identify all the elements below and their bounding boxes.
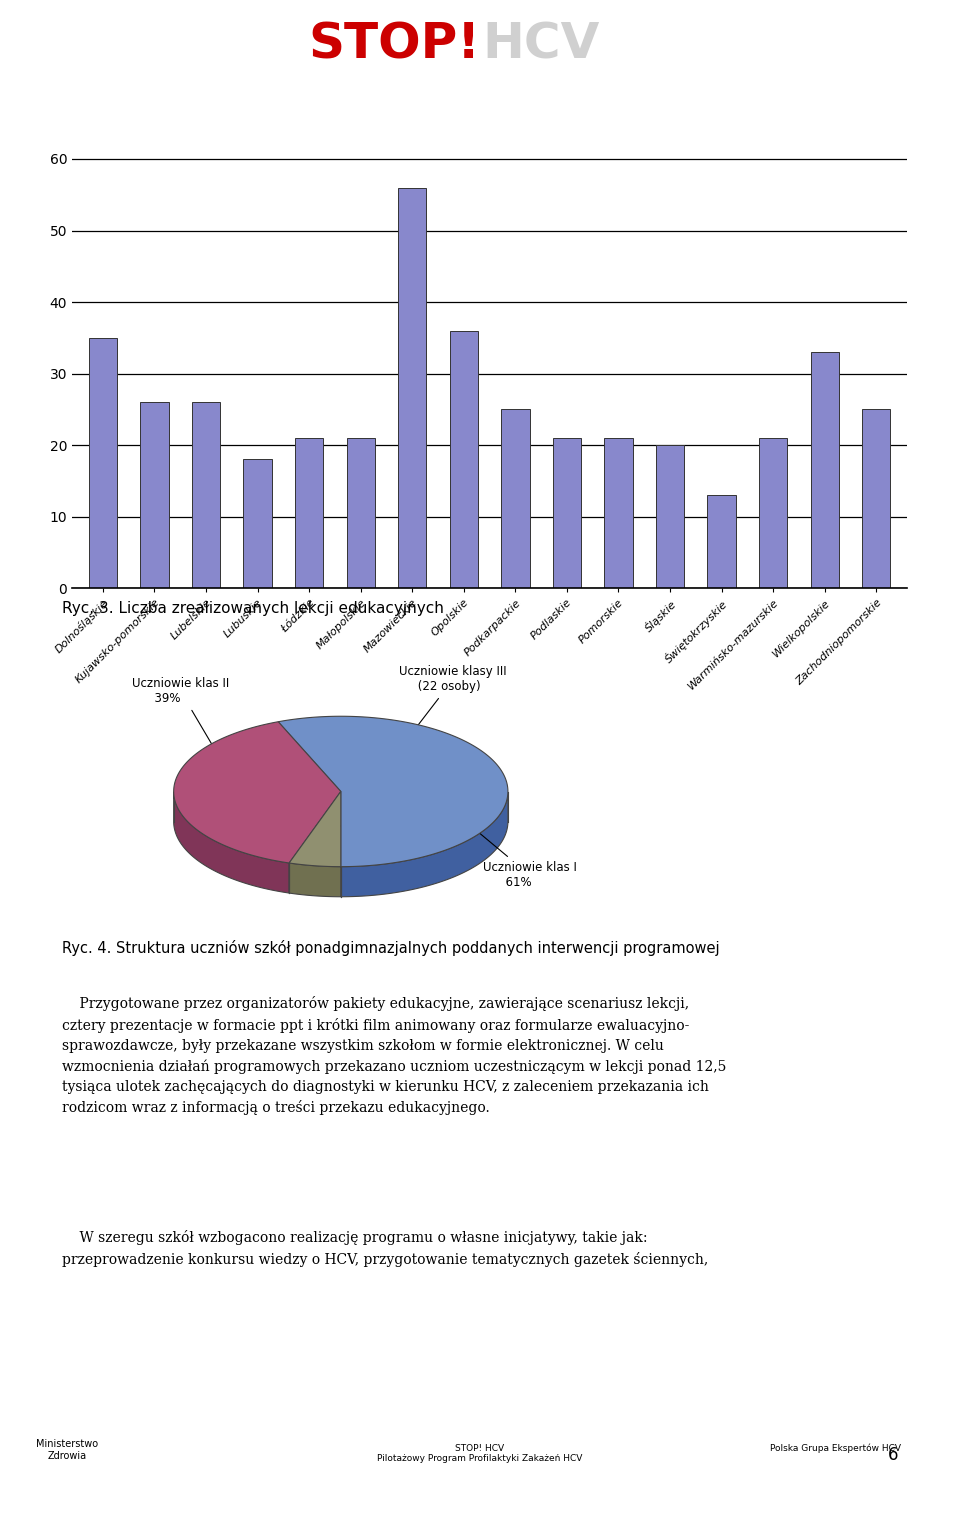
- Bar: [810, 351, 839, 588]
- Text: HCV: HCV: [482, 20, 599, 69]
- Bar: [553, 439, 581, 588]
- Text: Ryc. 4. Struktura uczniów szkół ponadgimnazjalnych poddanych interwencji program: Ryc. 4. Struktura uczniów szkół ponadgim…: [62, 940, 720, 955]
- Polygon shape: [289, 863, 341, 897]
- Bar: [759, 439, 787, 588]
- Text: Uczniowie klas II
      39%: Uczniowie klas II 39%: [132, 677, 239, 790]
- Text: W szeregu szkół wzbogacono realizację programu o własne inicjatywy, takie jak:
p: W szeregu szkół wzbogacono realizację pr…: [62, 1230, 708, 1267]
- Text: STOP! HCV
Pilotażowy Program Profilaktyki Zakażeń HCV: STOP! HCV Pilotażowy Program Profilaktyk…: [377, 1444, 583, 1464]
- Bar: [501, 410, 530, 588]
- Text: STOP!: STOP!: [308, 20, 480, 69]
- Polygon shape: [278, 717, 508, 866]
- Polygon shape: [341, 793, 508, 897]
- Bar: [604, 439, 633, 588]
- Bar: [140, 402, 169, 588]
- Text: Ministerstwo
Zdrowia: Ministerstwo Zdrowia: [36, 1439, 98, 1461]
- Polygon shape: [174, 792, 289, 892]
- Text: Polska Grupa Ekspertów HCV: Polska Grupa Ekspertów HCV: [770, 1444, 900, 1453]
- Text: Ryc. 3. Liczba zrealizowanych lekcji edukacyjnych: Ryc. 3. Liczba zrealizowanych lekcji edu…: [62, 601, 444, 616]
- Bar: [656, 445, 684, 588]
- Bar: [708, 495, 735, 588]
- Polygon shape: [174, 721, 341, 863]
- Bar: [244, 460, 272, 588]
- Text: Przygotowane przez organizatorów pakiety edukacyjne, zawierające scenariusz lekc: Przygotowane przez organizatorów pakiety…: [62, 996, 727, 1115]
- Bar: [347, 439, 375, 588]
- Polygon shape: [289, 792, 341, 866]
- Bar: [449, 330, 478, 588]
- Bar: [88, 338, 117, 588]
- Text: 6: 6: [888, 1445, 898, 1464]
- Bar: [295, 439, 324, 588]
- Bar: [862, 410, 891, 588]
- Bar: [192, 402, 220, 588]
- Bar: [398, 188, 426, 588]
- Text: Uczniowie klas I
      61%: Uczniowie klas I 61%: [442, 801, 577, 889]
- Text: Uczniowie klasy III
     (22 osoby): Uczniowie klasy III (22 osoby): [321, 666, 507, 853]
